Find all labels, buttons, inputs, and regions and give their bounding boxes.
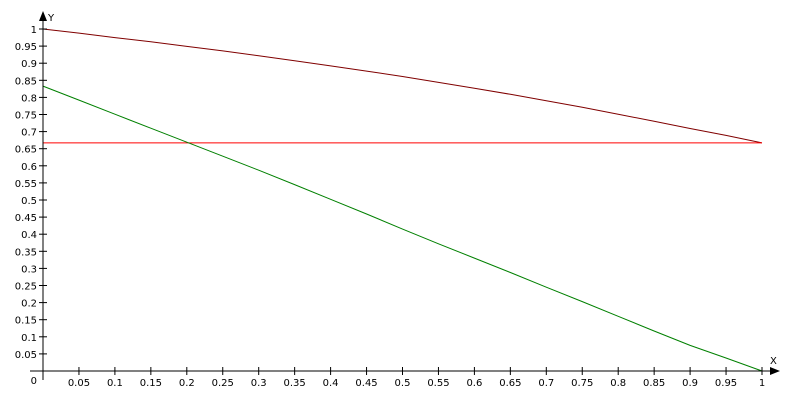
y-tick-label: 0.35 xyxy=(15,247,37,258)
y-axis-arrow-icon xyxy=(39,11,47,21)
x-tick-label: 0.25 xyxy=(212,378,234,389)
x-tick-label: 0.3 xyxy=(251,378,267,389)
x-tick-label: 0.05 xyxy=(68,378,90,389)
y-tick-label: 0.8 xyxy=(21,93,37,104)
x-tick-label: 0.45 xyxy=(355,378,377,389)
y-tick-label: 0.05 xyxy=(15,350,37,361)
x-tick-label: 0.95 xyxy=(715,378,737,389)
x-tick-label: 0.85 xyxy=(643,378,665,389)
x-tick-label: 0.35 xyxy=(284,378,306,389)
series-line-3 xyxy=(42,85,763,372)
y-tick-label: 0 xyxy=(31,376,37,387)
y-tick-label: 0.65 xyxy=(15,145,37,156)
x-tick-label: 0.75 xyxy=(571,378,593,389)
x-tick-label: 0.7 xyxy=(538,378,554,389)
origin-marker: - xyxy=(30,366,34,377)
series-layer xyxy=(42,28,763,372)
x-tick-label: 0.6 xyxy=(466,378,482,389)
x-tick-label: 0.9 xyxy=(682,378,698,389)
x-tick-label: 1 xyxy=(759,378,765,389)
y-tick-label: 0.85 xyxy=(15,76,37,87)
y-tick-label: 1 xyxy=(31,25,37,36)
y-tick-label: 0.1 xyxy=(21,333,37,344)
y-tick-label: 0.4 xyxy=(21,230,37,241)
axes-layer: X Y xyxy=(30,11,780,380)
x-axis-arrow-icon xyxy=(770,367,780,375)
series-line-1 xyxy=(42,28,763,144)
y-tick-label: 0.45 xyxy=(15,213,37,224)
x-tick-label: 0.65 xyxy=(499,378,521,389)
x-tick-label: 0.4 xyxy=(323,378,339,389)
x-tick-label: 0.2 xyxy=(179,378,195,389)
y-tick-label: 0.5 xyxy=(21,196,37,207)
y-tick-label: 0.15 xyxy=(15,316,37,327)
ticks-layer: 0.05 0.1 0.15 0.2 0.25 0.3 0.35 0.4 0.45 0.5 0.55 0… xyxy=(15,25,765,389)
x-tick-label: 0.5 xyxy=(395,378,411,389)
x-tick-label: 0.15 xyxy=(140,378,162,389)
x-tick-label: 0.55 xyxy=(427,378,449,389)
y-tick-label: 0.25 xyxy=(15,282,37,293)
y-tick-label: 0.75 xyxy=(15,111,37,122)
y-tick-label: 0.3 xyxy=(21,264,37,275)
x-tick-label: 0.8 xyxy=(610,378,626,389)
y-tick-label: 0.2 xyxy=(21,299,37,310)
y-axis-label: Y xyxy=(47,13,55,24)
x-tick-label: 0.1 xyxy=(107,378,123,389)
y-tick-label: 0.9 xyxy=(21,59,37,70)
y-tick-label: 0.55 xyxy=(15,179,37,190)
y-tick-label: 0.7 xyxy=(21,128,37,139)
y-tick-label: 0.6 xyxy=(21,162,37,173)
x-axis-label: X xyxy=(770,356,777,367)
y-tick-label: 0.95 xyxy=(15,42,37,53)
